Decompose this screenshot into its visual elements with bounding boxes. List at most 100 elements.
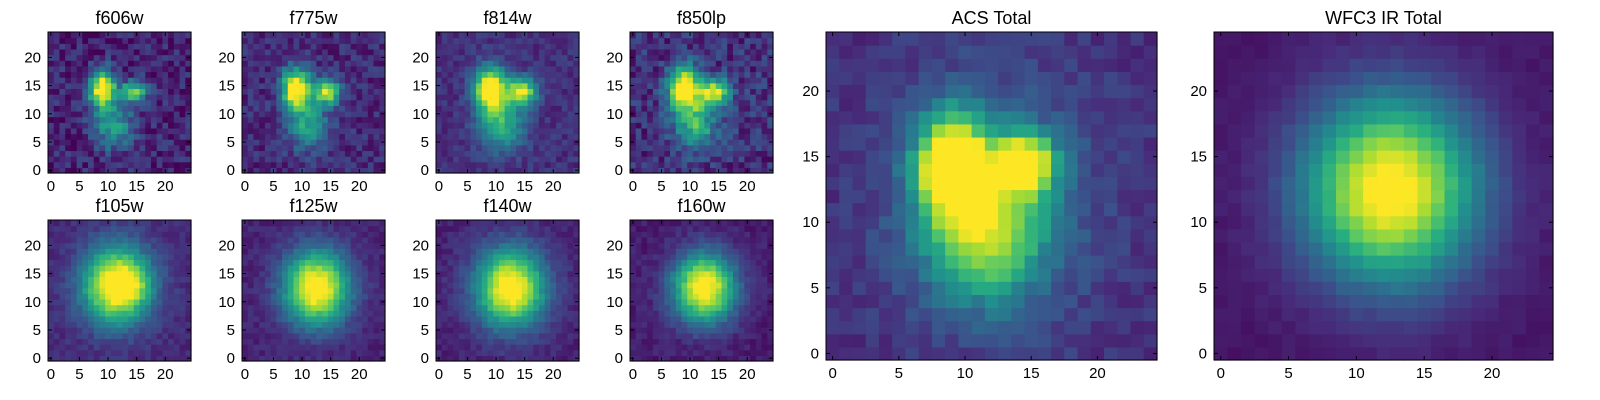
- heatmap-cell: [59, 304, 66, 311]
- heatmap-cell: [316, 110, 323, 118]
- heatmap-cell: [168, 71, 175, 78]
- heatmap-cell: [156, 127, 163, 135]
- heatmap-cell: [59, 105, 66, 112]
- heatmap-cell: [710, 122, 717, 129]
- heatmap-cell: [322, 150, 329, 157]
- heatmap-cell: [373, 259, 380, 266]
- heatmap-cell: [145, 253, 152, 261]
- heatmap-cell: [356, 88, 363, 95]
- heatmap-cell: [299, 37, 306, 44]
- heatmap-cell: [276, 304, 283, 311]
- heatmap-cell: [105, 248, 112, 255]
- heatmap-cell: [652, 332, 660, 340]
- heatmap-cell: [527, 242, 534, 249]
- heatmap-cell: [362, 144, 369, 152]
- heatmap-cell: [179, 94, 186, 101]
- heatmap-cell: [356, 225, 363, 232]
- heatmap-cell: [550, 144, 557, 152]
- heatmap-cell: [556, 276, 563, 283]
- heatmap-cell: [458, 355, 466, 362]
- heatmap-cell: [670, 167, 677, 174]
- heatmap-cell: [458, 43, 466, 50]
- heatmap-cell: [304, 133, 312, 140]
- heatmap-cell: [567, 282, 574, 289]
- heatmap-cell: [727, 116, 734, 123]
- heatmap-cell: [293, 304, 300, 311]
- heatmap-cell: [259, 355, 266, 362]
- heatmap-cell: [732, 110, 740, 118]
- heatmap-cell: [293, 259, 300, 266]
- heatmap-cell: [310, 344, 317, 351]
- heatmap-cell: [253, 65, 260, 73]
- heatmap-cell: [173, 54, 181, 61]
- heatmap-cell: [567, 139, 574, 146]
- panel-title-f125w: f125w: [289, 196, 338, 216]
- heatmap-cell: [641, 150, 648, 157]
- heatmap-cell: [128, 265, 135, 272]
- heatmap-cell: [179, 321, 186, 328]
- heatmap-cell: [715, 282, 723, 289]
- heatmap-cell: [48, 282, 55, 289]
- heatmap-cell: [544, 349, 551, 356]
- y-tick-label: 20: [218, 237, 235, 254]
- heatmap-cell: [692, 133, 700, 140]
- heatmap-cell: [538, 54, 546, 61]
- heatmap-cell: [504, 32, 511, 39]
- heatmap-cell: [498, 327, 506, 334]
- heatmap-cell: [436, 43, 443, 50]
- heatmap-cell: [287, 327, 295, 334]
- heatmap-cell: [93, 133, 101, 140]
- heatmap-cell: [516, 265, 523, 272]
- heatmap-cell: [727, 43, 734, 50]
- heatmap-cell: [259, 242, 266, 249]
- heatmap-cell: [122, 167, 129, 174]
- heatmap-cell: [173, 122, 181, 129]
- heatmap-cell: [93, 32, 101, 39]
- heatmap-cell: [447, 60, 454, 67]
- heatmap-cell: [687, 338, 694, 345]
- heatmap-cell: [561, 110, 569, 118]
- heatmap-cell: [533, 161, 540, 168]
- heatmap-cell: [253, 32, 260, 39]
- heatmap-cell: [698, 327, 705, 334]
- heatmap-cell: [93, 167, 101, 174]
- heatmap-cell: [698, 60, 705, 67]
- heatmap-cell: [247, 88, 255, 95]
- heatmap-cell: [53, 276, 61, 283]
- heatmap-cell: [168, 161, 175, 168]
- heatmap-cell: [755, 43, 763, 50]
- heatmap-cell: [310, 321, 317, 328]
- heatmap-cell: [704, 293, 711, 300]
- heatmap-cell: [344, 225, 352, 232]
- heatmap-cell: [556, 32, 563, 39]
- heatmap-cell: [116, 327, 123, 334]
- heatmap-cell: [641, 60, 648, 67]
- heatmap-cell: [670, 139, 677, 146]
- heatmap-cell: [681, 37, 688, 44]
- heatmap-cell: [110, 236, 118, 244]
- heatmap-cell: [139, 282, 146, 289]
- heatmap-cell: [761, 315, 768, 323]
- heatmap-cell: [750, 105, 757, 112]
- heatmap-cell: [247, 144, 255, 152]
- heatmap-cell: [88, 161, 95, 168]
- heatmap-cell: [561, 48, 569, 56]
- heatmap-cell: [48, 315, 55, 323]
- heatmap-cell: [447, 122, 454, 129]
- heatmap-cell: [344, 43, 352, 50]
- heatmap-cell: [48, 287, 55, 294]
- heatmap-cell: [738, 122, 745, 129]
- heatmap-cell: [82, 231, 89, 238]
- heatmap-cell: [270, 48, 277, 56]
- heatmap-cell: [379, 293, 386, 300]
- heatmap-cell: [458, 161, 466, 168]
- heatmap-cell: [521, 110, 529, 118]
- heatmap-cell: [727, 150, 734, 157]
- heatmap-cell: [110, 344, 118, 351]
- heatmap-cell: [732, 122, 740, 129]
- heatmap-cell: [316, 310, 323, 317]
- heatmap-cell: [481, 259, 489, 266]
- heatmap-cell: [70, 248, 78, 255]
- heatmap-cell: [732, 304, 740, 311]
- heatmap-cell: [761, 116, 768, 123]
